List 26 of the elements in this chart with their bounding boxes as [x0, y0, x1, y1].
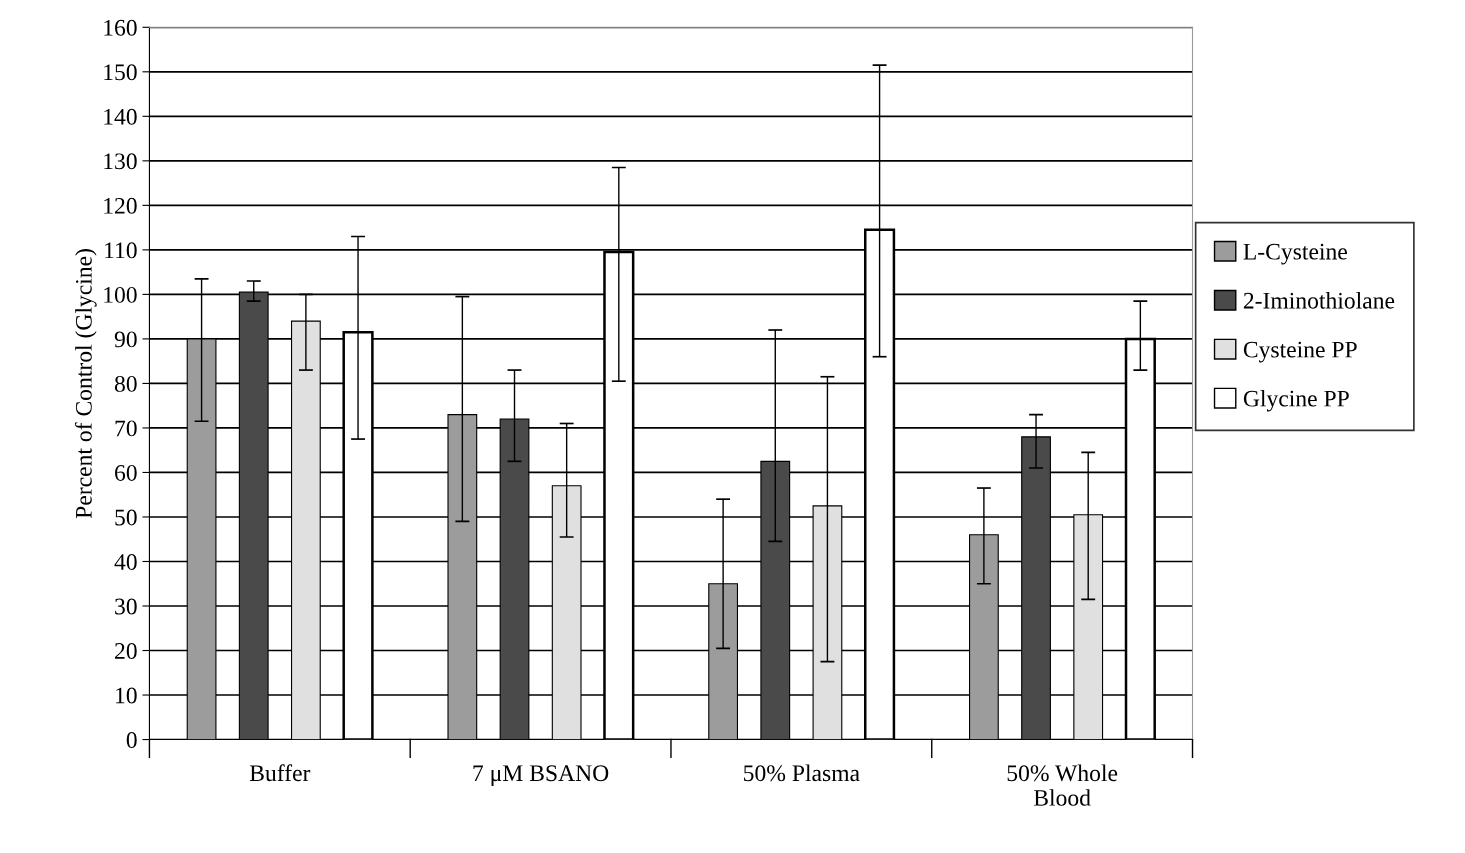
y-tick-label: 40 — [114, 553, 137, 570]
y-tick-label: 120 — [104, 197, 137, 214]
y-tick-label: 0 — [126, 732, 137, 748]
y-tick-label: 90 — [114, 331, 137, 348]
legend-label: L-Cysteine — [1243, 243, 1347, 265]
y-tick-label: 70 — [115, 420, 137, 437]
legend-label: Cysteine PP — [1243, 341, 1357, 363]
y-tick-label: 50 — [115, 509, 137, 526]
y-axis-title: Percent of Control (Glycine) — [74, 249, 97, 519]
y-tick-label: 110 — [105, 242, 137, 259]
y-tick-label: 140 — [104, 108, 137, 125]
y-tick-label: 80 — [114, 375, 137, 392]
x-tick-label: 50% Plasma — [744, 764, 860, 782]
y-tick-label: 60 — [115, 464, 137, 481]
y-tick-label: 150 — [104, 64, 137, 81]
y-tick-label: 30 — [115, 598, 137, 615]
legend-label: 2-Iminothiolane — [1243, 292, 1395, 309]
y-tick-label: 130 — [104, 153, 137, 170]
y-tick-label: 10 — [116, 687, 137, 704]
y-tick-label: 20 — [115, 643, 137, 659]
x-tick-label: Buffer — [249, 764, 311, 782]
y-tick-label: 160 — [104, 19, 137, 36]
y-tick-label: 100 — [104, 286, 137, 303]
x-tick-label: 7 μM BSANO — [473, 765, 609, 786]
legend-label: Glycine PP — [1243, 389, 1349, 412]
x-tick-label: 50% Whole Blood — [1007, 764, 1118, 806]
